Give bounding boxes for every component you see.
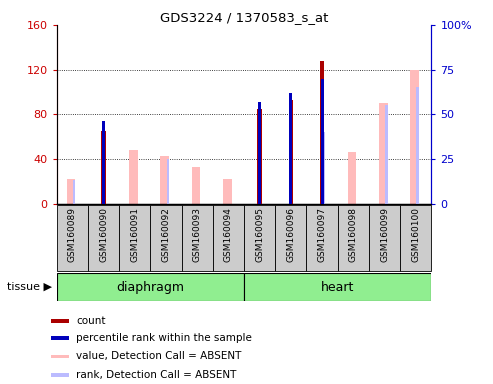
Text: GSM160095: GSM160095 — [255, 207, 264, 262]
Text: percentile rank within the sample: percentile rank within the sample — [76, 333, 252, 343]
Bar — [257, 109, 262, 204]
Text: GSM160092: GSM160092 — [162, 207, 171, 262]
Bar — [320, 79, 324, 204]
Title: GDS3224 / 1370583_s_at: GDS3224 / 1370583_s_at — [160, 11, 328, 24]
Bar — [167, 159, 169, 204]
Bar — [88, 205, 119, 271]
Text: tissue ▶: tissue ▶ — [7, 282, 52, 292]
Text: GSM160089: GSM160089 — [68, 207, 77, 262]
Bar — [51, 373, 69, 376]
Text: value, Detection Call = ABSENT: value, Detection Call = ABSENT — [76, 351, 242, 361]
Bar — [51, 336, 69, 339]
Bar — [129, 150, 138, 204]
Bar — [275, 205, 307, 271]
Bar — [244, 205, 275, 271]
Text: GSM160100: GSM160100 — [411, 207, 420, 262]
Bar — [73, 180, 75, 204]
Bar — [57, 205, 88, 271]
Bar — [181, 205, 213, 271]
Bar — [400, 205, 431, 271]
Text: GSM160097: GSM160097 — [317, 207, 326, 262]
Bar — [119, 205, 150, 271]
Bar — [323, 132, 325, 204]
Bar — [289, 100, 293, 204]
Bar — [192, 167, 200, 204]
Bar — [213, 205, 244, 271]
Text: rank, Detection Call = ABSENT: rank, Detection Call = ABSENT — [76, 370, 237, 380]
Bar — [289, 93, 292, 204]
Text: GSM160094: GSM160094 — [224, 207, 233, 262]
Bar — [51, 319, 69, 323]
Bar — [51, 355, 69, 358]
Text: GSM160096: GSM160096 — [286, 207, 295, 262]
Text: GSM160098: GSM160098 — [349, 207, 358, 262]
Bar — [244, 273, 431, 301]
Text: GSM160093: GSM160093 — [193, 207, 202, 262]
Bar — [320, 61, 324, 204]
Bar — [160, 156, 169, 204]
Text: GSM160099: GSM160099 — [380, 207, 389, 262]
Bar — [307, 205, 338, 271]
Bar — [410, 70, 419, 204]
Text: heart: heart — [321, 281, 354, 293]
Bar — [223, 179, 232, 204]
Bar — [258, 102, 261, 204]
Bar — [102, 121, 105, 204]
Text: GSM160090: GSM160090 — [99, 207, 108, 262]
Bar — [338, 205, 369, 271]
Text: GSM160091: GSM160091 — [130, 207, 139, 262]
Bar — [57, 273, 244, 301]
Bar — [150, 205, 181, 271]
Bar — [102, 131, 106, 204]
Bar — [385, 105, 387, 204]
Bar — [417, 88, 419, 204]
Text: count: count — [76, 316, 106, 326]
Bar — [348, 152, 356, 204]
Bar — [369, 205, 400, 271]
Bar — [379, 103, 387, 204]
Bar — [67, 179, 75, 204]
Text: diaphragm: diaphragm — [116, 281, 184, 293]
